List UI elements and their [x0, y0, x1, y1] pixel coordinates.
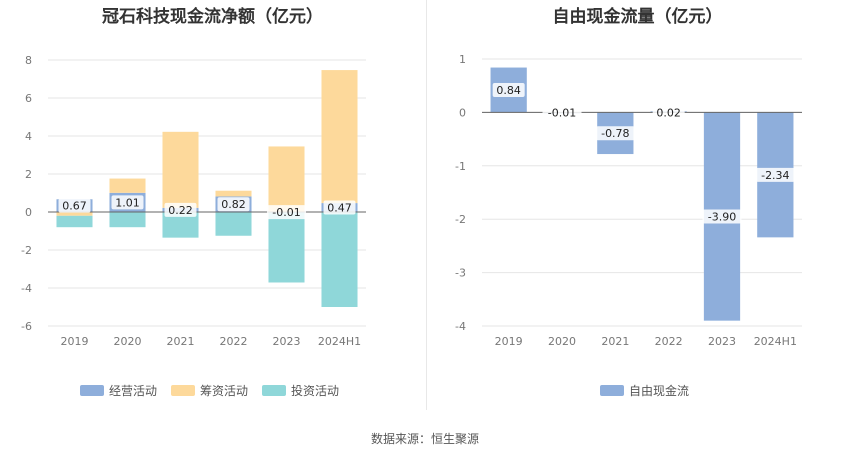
legend-label: 投资活动: [291, 384, 340, 398]
legend-swatch: [600, 385, 624, 396]
legend-item-筹资活动[interactable]: 筹资活动: [171, 382, 248, 399]
right-ytick-label: -3: [455, 267, 466, 280]
right-xtick-label: 2021: [601, 335, 629, 348]
right-xtick-label: 2024H1: [754, 335, 797, 348]
left-ytick-label: 4: [25, 130, 32, 143]
right-data-label-bg: [492, 82, 525, 97]
legend-swatch: [262, 385, 287, 396]
left-ytick-label: -2: [21, 244, 32, 257]
left-ytick-label: 8: [25, 54, 32, 67]
right-data-label-bg: [595, 126, 635, 141]
left-data-label-bg: [58, 198, 91, 213]
left-data-label-bg: [217, 197, 250, 212]
left-bar-投资活动: [56, 215, 93, 228]
right-ytick-label: 1: [459, 53, 466, 66]
right-ytick-label: -4: [455, 320, 466, 333]
left-xtick-label: 2022: [220, 335, 248, 348]
right-data-label: -0.78: [601, 127, 629, 140]
left-ytick-label: -4: [21, 282, 32, 295]
left-chart-legend: 经营活动 筹资活动 投资活动: [80, 382, 339, 399]
left-bar-筹资活动: [321, 70, 358, 204]
panel-divider: [426, 0, 427, 410]
right-xtick-label: 2019: [495, 335, 523, 348]
left-bar-投资活动: [321, 212, 358, 307]
right-data-label: 0.02: [656, 106, 681, 119]
legend-swatch: [80, 385, 104, 396]
legend-label: 自由现金流: [629, 384, 690, 398]
left-xtick-label: 2024H1: [318, 335, 361, 348]
left-data-label: 0.82: [221, 198, 246, 211]
right-data-label: -3.90: [708, 211, 736, 224]
left-data-label: 1.01: [115, 196, 140, 209]
legend-item-投资活动[interactable]: 投资活动: [262, 382, 339, 399]
left-bar-投资活动: [268, 212, 305, 283]
left-ytick-label: 6: [25, 92, 32, 105]
left-bar-筹资活动: [162, 131, 199, 208]
right-ytick-label: -1: [455, 160, 466, 173]
left-chart-title: 冠石科技现金流净额（亿元）: [102, 7, 323, 27]
left-data-label: 0.47: [327, 202, 352, 215]
charts-canvas: -6 -4 -2 0 2 4 6 8 2019 2020 2021 2022 2023 2024H1 0.6…: [21, 53, 802, 348]
legend-label: 筹资活动: [200, 384, 249, 398]
left-ytick-label: 2: [25, 168, 32, 181]
left-xtick-label: 2021: [167, 335, 195, 348]
right-chart-legend: 自由现金流: [600, 382, 689, 399]
left-bar-筹资活动: [268, 146, 305, 212]
left-xtick-label: 2019: [61, 335, 89, 348]
left-data-label-bg: [164, 202, 197, 217]
left-xtick-label: 2020: [114, 335, 142, 348]
right-data-label-bg: [542, 105, 582, 120]
right-xtick-label: 2020: [548, 335, 576, 348]
right-data-label-bg: [702, 209, 742, 224]
right-chart-title: 自由现金流量（亿元）: [552, 7, 723, 27]
right-ytick-label: -2: [455, 213, 466, 226]
legend-label: 经营活动: [109, 384, 158, 398]
legend-item-自由现金流[interactable]: 自由现金流: [600, 382, 689, 399]
left-bar-筹资活动: [56, 212, 93, 216]
left-data-label-bg: [267, 205, 306, 220]
left-bar-筹资活动: [215, 190, 252, 197]
right-data-label: 0.84: [496, 84, 521, 97]
left-xtick-label: 2023: [273, 335, 301, 348]
right-ytick-label: 0: [459, 106, 466, 119]
left-data-label: 0.67: [62, 200, 87, 213]
source-note: 数据来源：恒生聚源: [370, 432, 479, 446]
right-data-label: -0.01: [548, 106, 576, 119]
right-xtick-label: 2022: [655, 335, 683, 348]
legend-item-经营活动[interactable]: 经营活动: [80, 382, 157, 399]
left-data-label-bg: [323, 200, 356, 215]
right-data-label-bg: [652, 105, 685, 120]
left-bar-筹资活动: [109, 178, 146, 193]
right-data-label-bg: [755, 167, 795, 182]
right-xtick-label: 2023: [708, 335, 736, 348]
left-ytick-label: -6: [21, 320, 32, 333]
right-data-label: -2.34: [761, 169, 789, 182]
left-data-label: -0.01: [272, 206, 300, 219]
left-data-label: 0.22: [168, 204, 193, 217]
left-bar-投资活动: [109, 212, 146, 228]
legend-swatch: [171, 385, 196, 396]
left-bar-投资活动: [215, 212, 252, 236]
left-data-label-bg: [111, 195, 144, 210]
left-ytick-label: 0: [25, 206, 32, 219]
